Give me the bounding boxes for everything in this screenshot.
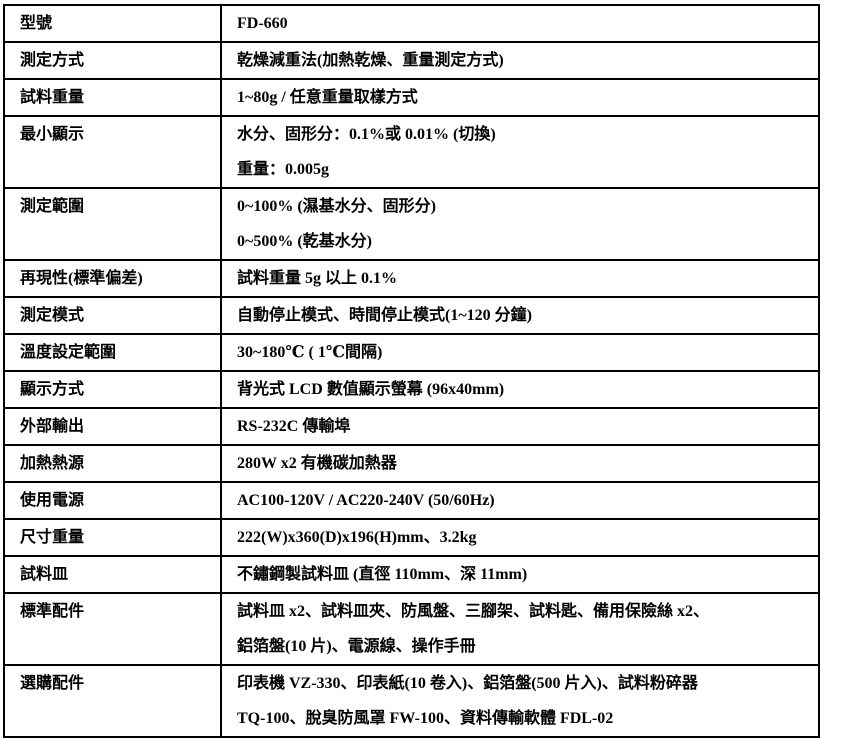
spec-value-cell: FD-660 [220, 4, 820, 43]
table-row: 再現性(標準偏差) 試料重量 5g 以上 0.1% [3, 259, 820, 298]
spec-value-cell: 試料重量 5g 以上 0.1% [220, 259, 820, 298]
table-row: 試料重量 1~80g / 任意重量取樣方式 [3, 78, 820, 117]
spec-value-cell: 試料皿 x2、試料皿夾、防風盤、三腳架、試料匙、備用保險絲 x2、 鋁箔盤(10 … [220, 592, 820, 666]
spec-value-cell: 乾燥減重法(加熱乾燥、重量測定方式) [220, 41, 820, 80]
table-row: 選購配件 印表機 VZ-330、印表紙(10 卷入)、鋁箔盤(500 片入)、試料… [3, 664, 820, 738]
table-row: 標準配件 試料皿 x2、試料皿夾、防風盤、三腳架、試料匙、備用保險絲 x2、 鋁箔盤… [3, 592, 820, 666]
spec-value: 重量：0.005g [237, 161, 330, 178]
spec-value: 0~500% (乾基水分) [237, 233, 372, 250]
spec-value: 0~100% (濕基水分、固形分) [237, 198, 436, 215]
spec-label: 溫度設定範圍 [3, 333, 222, 372]
spec-value: 印表機 VZ-330、印表紙(10 卷入)、鋁箔盤(500 片入)、試料粉碎器 [237, 675, 698, 692]
spec-value-cell: 背光式 LCD 數值顯示螢幕 (96x40mm) [220, 370, 820, 409]
table-row: 型號 FD-660 [3, 4, 820, 43]
spec-value-cell: 30~180℃ ( 1℃間隔) [220, 333, 820, 372]
spec-label: 使用電源 [3, 481, 222, 520]
table-row: 最小顯示 水分、固形分：0.1%或 0.01% (切換) 重量：0.005g [3, 115, 820, 189]
spec-value-cell: 水分、固形分：0.1%或 0.01% (切換) 重量：0.005g [220, 115, 820, 189]
spec-label: 測定範圍 [3, 187, 222, 261]
spec-label: 最小顯示 [3, 115, 222, 189]
spec-value-cell: 印表機 VZ-330、印表紙(10 卷入)、鋁箔盤(500 片入)、試料粉碎器 T… [220, 664, 820, 738]
spec-table: 型號 FD-660 測定方式 乾燥減重法(加熱乾燥、重量測定方式) 試料重量 1~80g … [3, 4, 820, 738]
spec-value: 水分、固形分：0.1%或 0.01% (切換) [237, 126, 496, 143]
spec-value: FD-660 [237, 15, 288, 32]
spec-label: 外部輸出 [3, 407, 222, 446]
table-row: 測定模式 自動停止模式、時間停止模式(1~120 分鐘) [3, 296, 820, 335]
spec-label: 再現性(標準偏差) [3, 259, 222, 298]
spec-value: 試料皿 x2、試料皿夾、防風盤、三腳架、試料匙、備用保險絲 x2、 [237, 603, 710, 620]
spec-value-cell: 222(W)x360(D)x196(H)mm、3.2kg [220, 518, 820, 557]
table-row: 試料皿 不鏽鋼製試料皿 (直徑 110mm、深 11mm) [3, 555, 820, 594]
spec-label: 加熱熱源 [3, 444, 222, 483]
spec-value: 30~180℃ ( 1℃間隔) [237, 344, 383, 361]
spec-value-cell: 自動停止模式、時間停止模式(1~120 分鐘) [220, 296, 820, 335]
spec-value: 280W x2 有機碳加熱器 [237, 455, 397, 472]
spec-label: 測定模式 [3, 296, 222, 335]
spec-value: 鋁箔盤(10 片)、電源線、操作手冊 [237, 638, 476, 655]
spec-value: 1~80g / 任意重量取樣方式 [237, 89, 418, 106]
spec-value: 乾燥減重法(加熱乾燥、重量測定方式) [237, 52, 504, 69]
table-row: 測定方式 乾燥減重法(加熱乾燥、重量測定方式) [3, 41, 820, 80]
spec-label: 尺寸重量 [3, 518, 222, 557]
spec-value: TQ-100、脫臭防風罩 FW-100、資料傳輸軟體 FDL-02 [237, 710, 614, 727]
spec-label: 顯示方式 [3, 370, 222, 409]
table-row: 外部輸出 RS-232C 傳輸埠 [3, 407, 820, 446]
spec-value: 不鏽鋼製試料皿 (直徑 110mm、深 11mm) [237, 566, 528, 583]
spec-value-cell: 不鏽鋼製試料皿 (直徑 110mm、深 11mm) [220, 555, 820, 594]
spec-value-cell: RS-232C 傳輸埠 [220, 407, 820, 446]
spec-label: 試料皿 [3, 555, 222, 594]
table-row: 尺寸重量 222(W)x360(D)x196(H)mm、3.2kg [3, 518, 820, 557]
spec-value-cell: 280W x2 有機碳加熱器 [220, 444, 820, 483]
table-row: 加熱熱源 280W x2 有機碳加熱器 [3, 444, 820, 483]
spec-value: 自動停止模式、時間停止模式(1~120 分鐘) [237, 307, 532, 324]
spec-value: AC100-120V / AC220-240V (50/60Hz) [237, 492, 495, 509]
spec-label: 標準配件 [3, 592, 222, 666]
spec-value: 222(W)x360(D)x196(H)mm、3.2kg [237, 529, 477, 546]
spec-value: 背光式 LCD 數值顯示螢幕 (96x40mm) [237, 381, 505, 398]
spec-label: 試料重量 [3, 78, 222, 117]
table-row: 測定範圍 0~100% (濕基水分、固形分) 0~500% (乾基水分) [3, 187, 820, 261]
table-row: 使用電源 AC100-120V / AC220-240V (50/60Hz) [3, 481, 820, 520]
spec-value-cell: 0~100% (濕基水分、固形分) 0~500% (乾基水分) [220, 187, 820, 261]
spec-value: RS-232C 傳輸埠 [237, 418, 351, 435]
table-row: 溫度設定範圍 30~180℃ ( 1℃間隔) [3, 333, 820, 372]
spec-label: 型號 [3, 4, 222, 43]
spec-label: 選購配件 [3, 664, 222, 738]
spec-value-cell: 1~80g / 任意重量取樣方式 [220, 78, 820, 117]
spec-table-body: 型號 FD-660 測定方式 乾燥減重法(加熱乾燥、重量測定方式) 試料重量 1~80g … [3, 4, 820, 738]
spec-value: 試料重量 5g 以上 0.1% [237, 270, 398, 287]
table-row: 顯示方式 背光式 LCD 數值顯示螢幕 (96x40mm) [3, 370, 820, 409]
spec-value-cell: AC100-120V / AC220-240V (50/60Hz) [220, 481, 820, 520]
spec-label: 測定方式 [3, 41, 222, 80]
